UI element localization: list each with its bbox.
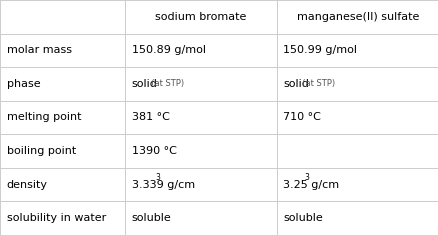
- Text: 3.339 g/cm: 3.339 g/cm: [131, 180, 194, 190]
- Text: 150.99 g/mol: 150.99 g/mol: [283, 45, 357, 55]
- Text: melting point: melting point: [7, 113, 81, 122]
- Text: 710 °C: 710 °C: [283, 113, 320, 122]
- Text: soluble: soluble: [283, 213, 322, 223]
- Text: 381 °C: 381 °C: [131, 113, 169, 122]
- Text: density: density: [7, 180, 47, 190]
- Text: 3: 3: [155, 173, 159, 182]
- Text: solid: solid: [283, 79, 308, 89]
- Text: manganese(II) sulfate: manganese(II) sulfate: [296, 12, 418, 22]
- Text: 3: 3: [304, 173, 308, 182]
- Text: phase: phase: [7, 79, 40, 89]
- Text: 1390 °C: 1390 °C: [131, 146, 176, 156]
- Text: 150.89 g/mol: 150.89 g/mol: [131, 45, 205, 55]
- Text: solubility in water: solubility in water: [7, 213, 106, 223]
- Text: (at STP): (at STP): [297, 79, 335, 88]
- Text: 3.25 g/cm: 3.25 g/cm: [283, 180, 339, 190]
- Text: solid: solid: [131, 79, 157, 89]
- Text: (at STP): (at STP): [145, 79, 184, 88]
- Text: sodium bromate: sodium bromate: [155, 12, 246, 22]
- Text: boiling point: boiling point: [7, 146, 76, 156]
- Text: molar mass: molar mass: [7, 45, 71, 55]
- Text: soluble: soluble: [131, 213, 171, 223]
